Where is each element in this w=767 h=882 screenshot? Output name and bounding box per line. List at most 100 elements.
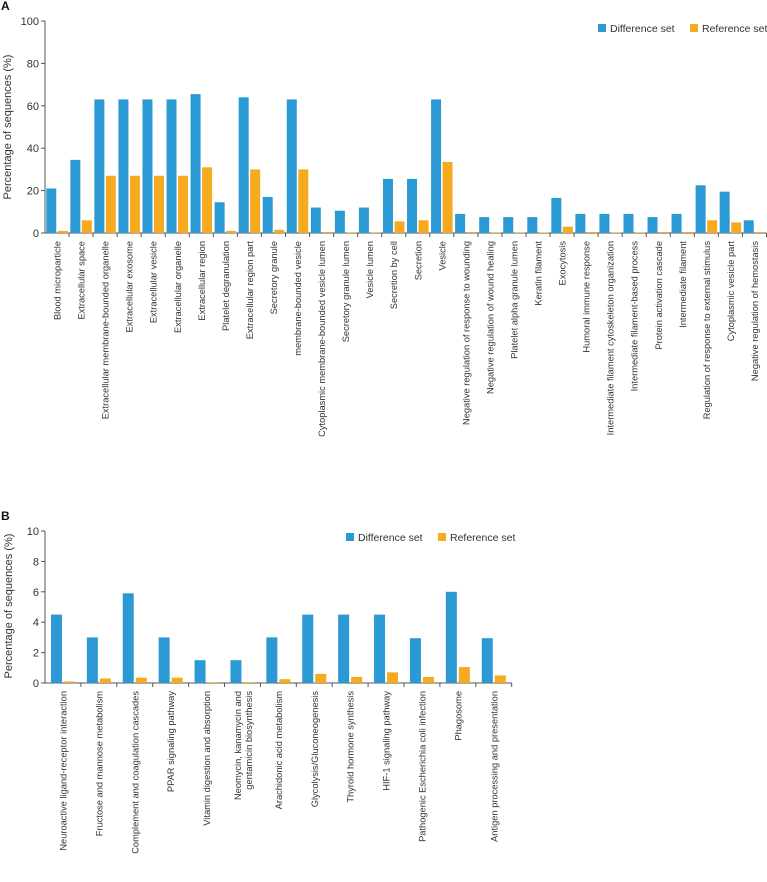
bar-reference bbox=[279, 679, 291, 683]
bar-difference bbox=[310, 207, 321, 233]
category-label: Negative regulation of hemostasis bbox=[750, 241, 760, 381]
y-tick-label: 0 bbox=[33, 678, 39, 690]
category-label: Secretion bbox=[413, 241, 423, 280]
legend-label-reference: Reference set bbox=[702, 23, 767, 35]
bar-reference bbox=[207, 682, 219, 683]
bar-reference bbox=[490, 232, 501, 233]
bar-difference bbox=[719, 191, 730, 233]
bar-reference bbox=[755, 231, 766, 233]
bar-reference bbox=[322, 231, 333, 233]
bar-difference bbox=[503, 217, 514, 233]
category-label: Negative regulation of wound healing bbox=[485, 241, 495, 394]
bar-difference bbox=[70, 159, 81, 233]
bar-difference bbox=[94, 99, 105, 233]
category-label: Intermediate filament bbox=[678, 241, 688, 328]
bar-difference bbox=[481, 638, 493, 683]
y-tick-label: 20 bbox=[27, 186, 39, 198]
category-label: Extracellular region bbox=[197, 241, 207, 321]
bar-reference bbox=[63, 681, 75, 683]
category-label-line: Neomycin, kanamycin and bbox=[233, 691, 243, 800]
panel-letter: A bbox=[1, 0, 10, 13]
category-label: Platelet alpha granule lumen bbox=[509, 241, 519, 359]
y-axis-title: Percentage of sequences (%) bbox=[3, 534, 15, 679]
bar-reference bbox=[105, 175, 116, 233]
category-label: Neomycin, kanamycin andgentamicin biosyn… bbox=[233, 691, 254, 800]
category-label: Humoral immune response bbox=[582, 241, 592, 353]
bar-difference bbox=[230, 660, 242, 683]
bar-difference bbox=[190, 94, 201, 233]
bar-reference bbox=[387, 672, 399, 683]
bar-difference bbox=[334, 210, 345, 233]
category-label: Extracellular vesicle bbox=[149, 241, 159, 323]
y-tick-label: 4 bbox=[33, 617, 39, 629]
panel-letter: B bbox=[1, 509, 10, 523]
category-label: Glycolysis/Gluconeogenesis bbox=[310, 691, 320, 808]
bar-difference bbox=[599, 213, 610, 233]
bar-difference bbox=[266, 637, 278, 683]
category-label: Extracellular membrane-bounded organelle bbox=[101, 241, 111, 419]
bar-difference bbox=[551, 198, 562, 233]
bar-reference bbox=[250, 169, 261, 233]
category-label: Extracellular exosome bbox=[125, 241, 135, 332]
category-label: Secretory granule bbox=[269, 241, 279, 314]
bar-reference bbox=[659, 231, 670, 233]
bar-difference bbox=[118, 99, 129, 233]
bar-difference bbox=[409, 638, 421, 683]
bar-reference bbox=[466, 231, 477, 233]
category-label: Vesicle lumen bbox=[365, 241, 375, 298]
category-label: Extracellular space bbox=[77, 241, 87, 320]
bar-reference bbox=[178, 175, 189, 233]
bar-reference bbox=[351, 676, 363, 683]
legend-swatch-reference bbox=[690, 24, 698, 32]
category-label: Fructose and mannose metabolism bbox=[94, 691, 104, 836]
bar-reference bbox=[298, 169, 309, 233]
bar-difference bbox=[575, 213, 586, 233]
bar-reference bbox=[422, 676, 434, 683]
category-label: PPAR signaling pathway bbox=[166, 691, 176, 792]
category-label: Vitamin digestion and absorption bbox=[202, 691, 212, 826]
y-tick-label: 2 bbox=[33, 648, 39, 660]
bar-reference bbox=[514, 232, 525, 233]
category-label: Regulation of response to external stimu… bbox=[702, 241, 712, 420]
category-label: Thyroid hormone synthesis bbox=[346, 691, 356, 803]
bar-difference bbox=[358, 207, 369, 233]
category-label: Keratin filament bbox=[534, 241, 544, 306]
bar-difference bbox=[695, 185, 706, 233]
bar-difference bbox=[374, 614, 386, 683]
y-tick-label: 10 bbox=[27, 526, 39, 538]
bar-reference bbox=[57, 230, 68, 233]
bar-difference bbox=[743, 220, 754, 233]
bar-reference bbox=[202, 167, 213, 233]
bar-difference bbox=[214, 202, 225, 233]
bar-difference bbox=[623, 213, 634, 233]
bar-difference bbox=[46, 188, 57, 233]
y-tick-label: 8 bbox=[33, 556, 39, 568]
bar-reference bbox=[153, 175, 164, 233]
bar-difference bbox=[194, 660, 206, 683]
y-tick-label: 60 bbox=[27, 101, 39, 113]
category-label: Platelet degranulation bbox=[221, 241, 231, 331]
bar-difference bbox=[262, 196, 273, 233]
bar-difference bbox=[671, 213, 682, 233]
bar-difference bbox=[479, 217, 490, 233]
category-label: Arachidonic acid metabolism bbox=[274, 691, 284, 810]
category-label: Extracellular region part bbox=[245, 241, 255, 340]
legend-label-reference: Reference set bbox=[450, 532, 515, 544]
y-tick-label: 40 bbox=[27, 143, 39, 155]
bar-reference bbox=[562, 226, 573, 233]
bar-difference bbox=[158, 637, 170, 683]
bar-difference bbox=[527, 217, 538, 233]
category-label: Neuroactive ligand-receptor interaction bbox=[58, 691, 68, 851]
bar-reference bbox=[274, 229, 285, 233]
bar-difference bbox=[86, 637, 98, 683]
bar-difference bbox=[455, 213, 466, 233]
bar-reference bbox=[610, 232, 621, 233]
bar-reference bbox=[226, 230, 237, 233]
category-label: Exocytosis bbox=[558, 241, 568, 286]
y-tick-label: 80 bbox=[27, 58, 39, 70]
y-axis-title: Percentage of sequences (%) bbox=[2, 55, 14, 200]
bar-reference bbox=[418, 220, 429, 233]
bar-difference bbox=[286, 99, 297, 233]
category-label: Antigen processing and presentation bbox=[489, 691, 499, 842]
